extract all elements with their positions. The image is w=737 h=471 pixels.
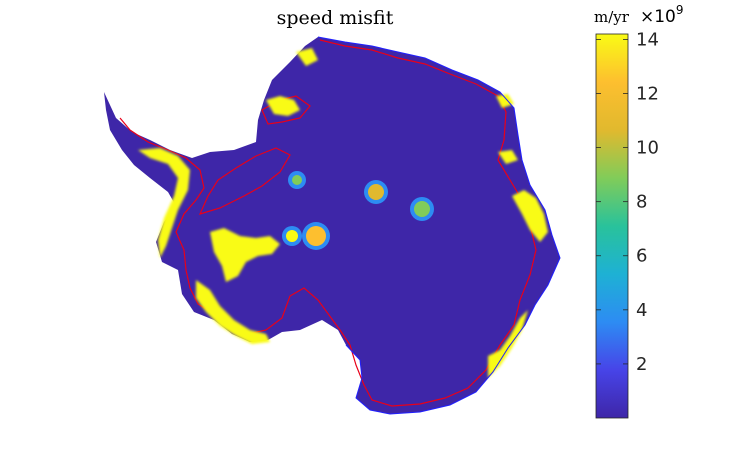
misfit-region-ross bbox=[488, 310, 528, 378]
misfit-region-east-coast bbox=[512, 190, 548, 242]
colorbar-multiplier-exponent: 9 bbox=[676, 3, 684, 17]
colorbar-tick-label: 8 bbox=[636, 192, 647, 213]
colorbar-ticks: 2 4 6 8 10 12 14 bbox=[596, 29, 659, 375]
colorbar: 2 4 6 8 10 12 14 m/yr ×109 bbox=[594, 3, 684, 419]
chart-title: speed misfit bbox=[277, 7, 394, 29]
misfit-region-peninsula bbox=[138, 148, 190, 258]
colorbar-tick-label: 4 bbox=[636, 300, 647, 321]
coast-outline bbox=[317, 36, 561, 415]
high-misfit-regions bbox=[138, 48, 548, 378]
misfit-region-ronne bbox=[210, 228, 280, 282]
colorbar-multiplier-base: ×10 bbox=[640, 7, 676, 27]
colorbar-tick-label: 14 bbox=[636, 29, 659, 50]
hotspot-layer bbox=[282, 171, 434, 250]
hotspot bbox=[306, 226, 326, 246]
colorbar-multiplier: ×109 bbox=[640, 3, 684, 27]
colorbar-tick-label: 10 bbox=[636, 138, 659, 159]
colorbar-gradient bbox=[595, 33, 629, 419]
misfit-region-west-coast bbox=[196, 280, 270, 344]
hotspot bbox=[292, 175, 302, 185]
colorbar-tick-label: 2 bbox=[636, 354, 647, 375]
colorbar-unit-label: m/yr bbox=[594, 8, 630, 26]
colorbar-tick-label: 12 bbox=[636, 83, 659, 104]
antarctica-map bbox=[104, 36, 561, 415]
colorbar-tick-label: 6 bbox=[636, 246, 647, 267]
hotspot bbox=[368, 184, 384, 200]
hotspot bbox=[286, 230, 298, 242]
hotspot bbox=[414, 201, 430, 217]
